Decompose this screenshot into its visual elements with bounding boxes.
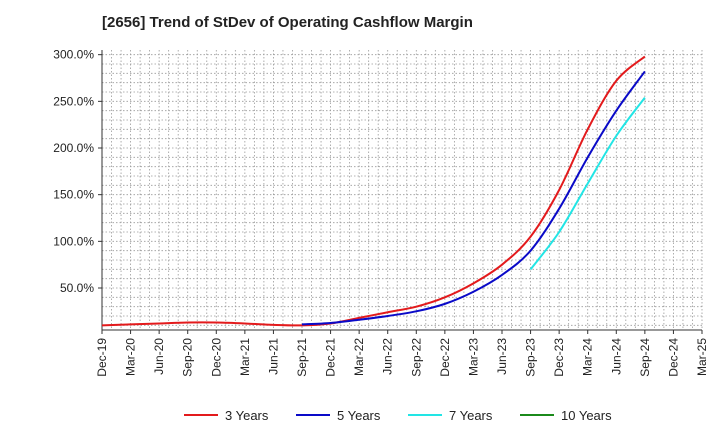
x-tick-label: Sep-20 (181, 338, 195, 377)
x-tick-label: Jun-22 (381, 338, 395, 375)
x-tick-label: Mar-24 (581, 338, 595, 376)
grid (101, 50, 703, 330)
y-tick-label: 200.0% (53, 141, 94, 155)
x-tick-label: Dec-21 (324, 338, 338, 377)
y-tick-label: 250.0% (53, 94, 94, 108)
x-tick-label: Jun-20 (152, 338, 166, 375)
x-tick-label: Sep-23 (524, 338, 538, 377)
y-tick-label: 100.0% (53, 234, 94, 248)
x-tick-label: Mar-25 (695, 338, 709, 376)
x-tick-label: Sep-22 (409, 338, 423, 377)
x-tick-label: Dec-24 (666, 338, 680, 377)
series-line (301, 70, 646, 326)
x-tick-label: Jun-23 (495, 338, 509, 375)
x-tick-label: Dec-20 (209, 338, 223, 377)
chart-title: [2656] Trend of StDev of Operating Cashf… (102, 14, 473, 31)
x-tick-label: Jun-24 (609, 338, 623, 375)
x-tick-label: Mar-21 (238, 338, 252, 376)
legend-label: 5 Years (337, 408, 381, 423)
legend-label: 10 Years (561, 408, 612, 423)
x-tick-label: Dec-22 (438, 338, 452, 377)
legend-label: 3 Years (225, 408, 269, 423)
axes: 50.0% 100.0% 150.0% 200.0% 250.0% 300.0% Dec-1… (53, 48, 709, 377)
series-line (529, 97, 646, 270)
x-tick-label: Mar-20 (124, 338, 138, 376)
x-tick-label: Mar-23 (466, 338, 480, 376)
series-line (101, 55, 646, 327)
x-tick-label: Jun-21 (266, 338, 280, 375)
y-tick-label: 300.0% (53, 48, 94, 62)
x-tick-label: Mar-22 (352, 338, 366, 376)
series-lines (101, 55, 646, 327)
legend: 3 Years 5 Years 7 Years 10 Years (184, 408, 612, 423)
plot-area (102, 50, 702, 330)
legend-label: 7 Years (449, 408, 493, 423)
x-tick-label: Sep-21 (295, 338, 309, 377)
x-tick-label: Dec-23 (552, 338, 566, 377)
y-tick-label: 150.0% (53, 188, 94, 202)
y-tick-label: 50.0% (60, 281, 94, 295)
x-tick-label: Dec-19 (95, 338, 109, 377)
x-tick-label: Sep-24 (638, 338, 652, 377)
